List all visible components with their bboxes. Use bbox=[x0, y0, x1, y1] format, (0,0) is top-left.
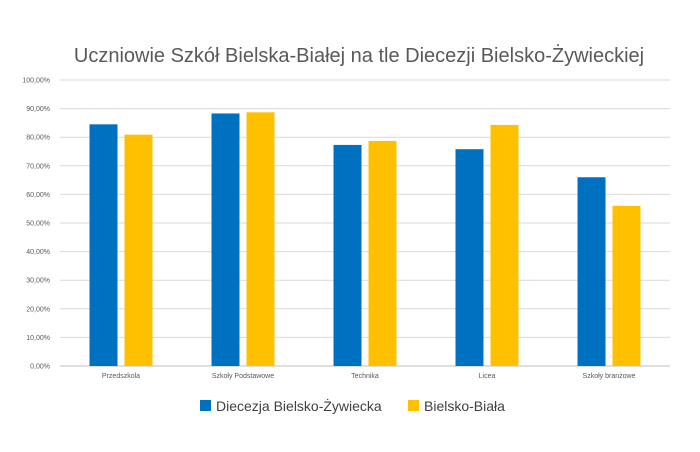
gridlines bbox=[60, 79, 670, 367]
y-tick-label: 80,00% bbox=[26, 135, 50, 142]
legend-swatch bbox=[200, 400, 211, 411]
bar-bielsko-biala bbox=[612, 205, 641, 366]
y-tick-label: 40,00% bbox=[26, 249, 50, 256]
legend-swatch bbox=[408, 400, 419, 411]
y-tick-label: 60,00% bbox=[26, 192, 50, 199]
chart-title: Uczniowie Szkół Bielska-Białej na tle Di… bbox=[74, 44, 644, 67]
x-category-label: Szkoły Podstawowe bbox=[212, 373, 274, 380]
x-axis-categories: Przedszkola Szkoły Podstawowe Technika Lice… bbox=[102, 373, 636, 380]
x-category-label: Licea bbox=[479, 373, 496, 380]
y-tick-label: 100,00% bbox=[22, 78, 50, 85]
x-category-label: Technika bbox=[351, 373, 379, 380]
legend-label: Bielsko-Biała bbox=[424, 398, 505, 414]
bar-diecezja bbox=[333, 144, 362, 366]
bar-bielsko-biala bbox=[124, 134, 153, 366]
y-tick-label: 0,00% bbox=[30, 364, 50, 371]
bar-diecezja bbox=[577, 177, 606, 366]
y-tick-label: 70,00% bbox=[26, 163, 50, 170]
bar-diecezja bbox=[455, 149, 484, 366]
x-category-label: Szkoły branżowe bbox=[583, 373, 636, 380]
bar-bielsko-biala bbox=[368, 140, 397, 366]
y-tick-label: 90,00% bbox=[26, 106, 50, 113]
bar-bielsko-biala bbox=[246, 112, 275, 367]
y-tick-label: 30,00% bbox=[26, 278, 50, 285]
y-tick-label: 20,00% bbox=[26, 306, 50, 313]
bars bbox=[89, 112, 641, 367]
x-category-label: Przedszkola bbox=[102, 373, 140, 380]
y-tick-label: 10,00% bbox=[26, 335, 50, 342]
y-tick-label: 50,00% bbox=[26, 221, 50, 228]
y-axis-ticks: 0,00% 10,00% 20,00% 30,00% 40,00% 50,00% 60,00… bbox=[22, 78, 50, 371]
legend: Diecezja Bielsko-Żywiecka Bielsko-Biała bbox=[200, 397, 505, 414]
bar-diecezja bbox=[211, 113, 240, 366]
bar-diecezja bbox=[89, 124, 118, 366]
legend-label: Diecezja Bielsko-Żywiecka bbox=[216, 397, 382, 414]
bar-bielsko-biala bbox=[490, 124, 519, 366]
